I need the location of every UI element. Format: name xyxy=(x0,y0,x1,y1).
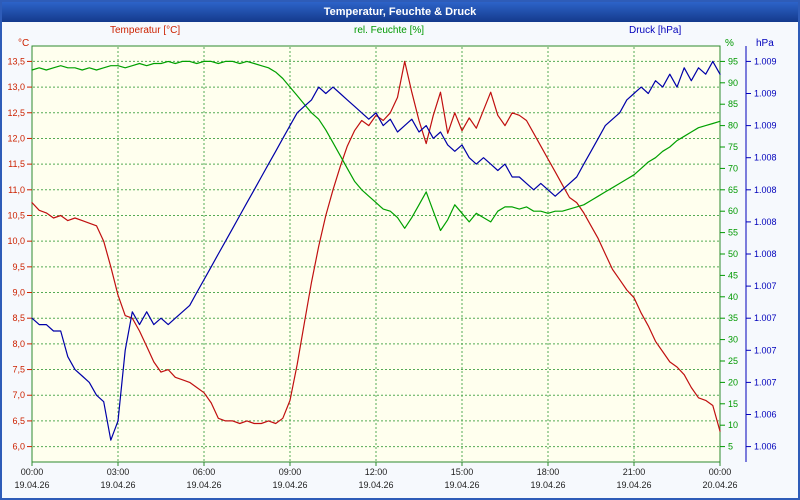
pressure-axis-value: 1.007 xyxy=(754,377,777,387)
humidity-axis-value: 85 xyxy=(728,99,738,109)
humidity-axis-value: 50 xyxy=(728,249,738,259)
humidity-line xyxy=(31,60,721,232)
pressure-axis-value: 1.007 xyxy=(754,345,777,355)
pressure-axis-title: Druck [hPa] xyxy=(629,25,682,36)
humidity-axis-value: 60 xyxy=(728,206,738,216)
temperature-axis-value: 8,5 xyxy=(12,313,25,323)
temperature-axis-title: Temperatur [°C] xyxy=(110,25,181,36)
humidity-unit-label: % xyxy=(725,38,734,49)
pressure-axis-value: 1.008 xyxy=(754,185,777,195)
pressure-axis-value: 1.009 xyxy=(754,89,777,99)
window-title: Temperatur, Feuchte & Druck xyxy=(323,6,477,18)
humidity-axis-value: 80 xyxy=(728,121,738,131)
x-axis-time-label: 03:00 xyxy=(107,467,130,477)
x-axis-time-label: 21:00 xyxy=(623,467,646,477)
temperature-axis-value: 6,5 xyxy=(12,416,25,426)
temperature-axis-value: 13,5 xyxy=(7,56,25,66)
temperature-axis-value: 10,5 xyxy=(7,210,25,220)
temperature-unit-label: °C xyxy=(18,38,30,49)
pressure-axis-value: 1.006 xyxy=(754,442,777,452)
x-axis-time-label: 18:00 xyxy=(537,467,560,477)
x-axis-date-label: 19.04.26 xyxy=(186,480,221,490)
chart-canvas: 13,5 13,0 12,5 12,0 11,5 11,0 10,5 10,0 9,5 9,0 8,… xyxy=(7,45,777,490)
humidity-axis-value: 35 xyxy=(728,313,738,323)
pressure-unit-label: hPa xyxy=(756,38,774,49)
pressure-axis-value: 1.007 xyxy=(754,313,777,323)
temperature-axis-value: 7,0 xyxy=(12,390,25,400)
temperature-axis-value: 11,5 xyxy=(8,159,25,169)
humidity-axis-title: rel. Feuchte [%] xyxy=(354,25,425,36)
x-axis-time-label: 15:00 xyxy=(451,467,474,477)
temperature-axis-value: 12,0 xyxy=(7,133,25,143)
x-axis-date-label: 19.04.26 xyxy=(14,480,49,490)
humidity-axis-value: 95 xyxy=(728,56,738,66)
temperature-axis-value: 8,0 xyxy=(12,339,25,349)
pressure-axis-value: 1.008 xyxy=(754,153,777,163)
x-axis-date-label: 19.04.26 xyxy=(100,480,135,490)
temperature-line xyxy=(31,60,721,432)
temperature-axis-value: 6,0 xyxy=(12,442,25,452)
x-axis-date-label: 19.04.26 xyxy=(444,480,479,490)
humidity-axis-value: 90 xyxy=(728,78,738,88)
temperature-axis-value: 9,5 xyxy=(12,262,25,272)
x-axis-time-label: 00:00 xyxy=(709,467,732,477)
x-axis-date-label: 19.04.26 xyxy=(358,480,393,490)
humidity-axis-value: 25 xyxy=(728,356,738,366)
humidity-axis-value: 40 xyxy=(728,292,738,302)
title-bar: Temperatur, Feuchte & Druck xyxy=(2,2,798,22)
pressure-line xyxy=(31,60,721,441)
pressure-axis-value: 1.007 xyxy=(754,281,777,291)
pressure-axis-value: 1.006 xyxy=(754,409,777,419)
temperature-axis-value: 10,0 xyxy=(7,236,25,246)
x-axis-date-label: 19.04.26 xyxy=(530,480,565,490)
pressure-axis-value: 1.008 xyxy=(754,217,777,227)
pressure-axis-value: 1.008 xyxy=(754,249,777,259)
x-axis-date-label: 19.04.26 xyxy=(272,480,307,490)
x-axis-date-label: 20.04.26 xyxy=(702,480,737,490)
humidity-axis-value: 70 xyxy=(728,163,738,173)
pressure-axis-value: 1.009 xyxy=(754,121,777,131)
humidity-axis-value: 75 xyxy=(728,142,738,152)
humidity-axis-value: 20 xyxy=(728,377,738,387)
temperature-axis-value: 12,5 xyxy=(7,108,25,118)
x-axis-time-label: 06:00 xyxy=(193,467,216,477)
x-axis-date-label: 19.04.26 xyxy=(616,480,651,490)
temperature-axis-value: 11,0 xyxy=(8,185,25,195)
x-axis-time-label: 12:00 xyxy=(365,467,388,477)
humidity-axis-value: 55 xyxy=(728,228,738,238)
humidity-axis-value: 10 xyxy=(728,420,738,430)
humidity-axis-value: 45 xyxy=(728,270,738,280)
x-axis-time-label: 00:00 xyxy=(21,467,44,477)
humidity-axis-value: 30 xyxy=(728,335,738,345)
temperature-axis-value: 9,0 xyxy=(12,288,25,298)
temperature-axis-value: 13,0 xyxy=(7,82,25,92)
x-axis-time-label: 09:00 xyxy=(279,467,302,477)
humidity-axis-value: 15 xyxy=(728,399,738,409)
pressure-axis-value: 1.009 xyxy=(754,56,777,66)
humidity-axis-value: 5 xyxy=(728,442,733,452)
temperature-axis-value: 7,5 xyxy=(12,365,25,375)
humidity-axis-value: 65 xyxy=(728,185,738,195)
